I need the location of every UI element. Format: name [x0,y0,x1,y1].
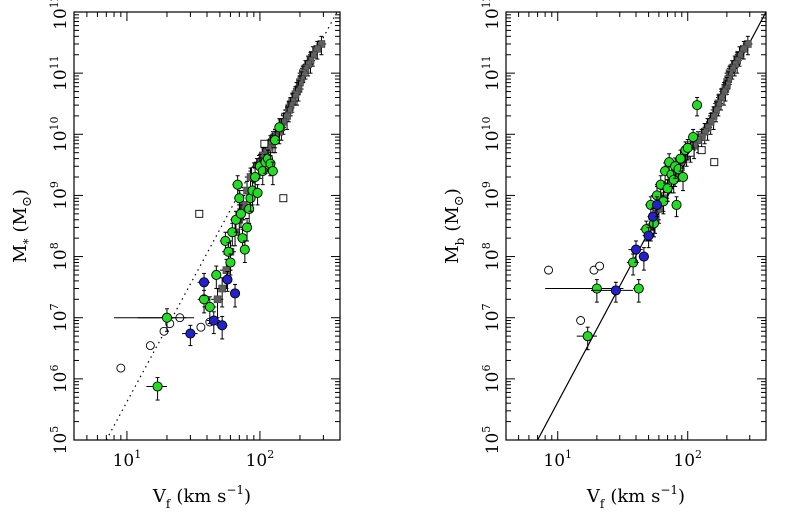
data-point-open-circle [576,316,586,325]
data-point-green [211,269,222,281]
y-tick-label: 108 [480,242,503,271]
data-point-green [232,179,243,190]
y-tick-label: 106 [48,365,71,394]
ticks-right [505,11,767,441]
fit-line-left [105,12,338,440]
data-point-green [239,244,250,255]
y-tick-label: 107 [48,303,71,332]
y-tick-label: 109 [48,181,71,210]
data-point-reference [740,45,748,53]
data-point-green [692,100,703,111]
data-point-reference [218,284,226,293]
y-tick-label: 1012 [480,0,503,30]
data-point-open-circle [595,261,605,271]
data-point-open-circle [196,322,206,332]
data-point-reference [291,90,300,99]
data-point-reference [317,40,326,48]
data-point-blue [222,274,233,285]
data-point-blue [208,315,219,326]
data-point-green [235,208,247,219]
data-point-green [591,283,602,294]
data-marks-right [544,35,753,351]
data-point-green [688,132,699,143]
data-point-blue [229,288,241,299]
fit-line [105,12,338,440]
ticklabels-right: 101 102 105 106 107 108 109 1010 1011 1012 [480,0,702,471]
data-point-green [252,187,263,198]
data-point-reference [213,295,222,304]
data-point-blue [198,277,210,288]
xlabel-left: Vf (km s−1) [152,483,251,511]
data-marks-left [114,35,327,401]
data-point-blue [630,244,642,255]
data-point-green [204,301,215,312]
data-point-blue [651,199,663,210]
data-point-green [220,235,231,247]
y-tick-label: 1011 [480,55,503,91]
x-tick-label: 102 [246,448,275,471]
x-tick-label: 102 [673,448,702,471]
xlabel-right: Vf (km s−1) [586,483,685,511]
y-tick-label: 108 [48,242,71,271]
data-point-open-circle [145,341,155,351]
ylabel-right: Mb(M⊙) [442,188,467,264]
data-point-green [225,257,236,268]
data-point-reference [222,266,231,274]
data-point-green [257,166,268,177]
data-point-blue [638,251,649,262]
y-tick-label: 1010 [48,116,71,152]
data-point-open-square [195,209,204,218]
ticks-left [73,11,341,441]
data-point-open-circle [544,265,554,275]
data-point-open-square [697,146,706,155]
y-tick-label: 109 [480,181,503,210]
data-point-green [677,171,689,183]
data-point-blue [610,285,621,296]
panel-right: 101 102 105 106 107 108 109 1010 1011 1012 Vf (km … [442,0,767,511]
y-tick-label: 105 [48,426,71,455]
data-point-reference [313,45,322,53]
data-point-green [633,283,644,294]
data-point-open-square [260,139,269,148]
y-tick-label: 1011 [48,55,71,91]
y-tick-label: 1012 [48,0,71,30]
data-point-open-square [710,158,719,167]
data-point-green [582,331,593,342]
data-point-green [250,171,261,183]
data-point-green [234,193,245,204]
data-point-green [152,381,163,392]
data-point-green [682,142,693,153]
data-point-blue [643,230,654,241]
y-tick-label: 107 [480,303,503,332]
ylabel-left: M*(M⊙) [10,189,35,263]
data-point-green [223,246,234,257]
data-point-green [267,166,278,177]
data-point-green [671,199,682,210]
y-tick-label: 1010 [480,116,503,152]
data-point-green [274,122,285,133]
data-point-green [244,203,255,215]
data-point-blue [185,328,196,339]
data-point-blue [217,320,228,331]
y-tick-label: 105 [480,426,503,455]
y-tick-label: 106 [480,365,503,394]
data-point-green [668,174,679,185]
data-point-green [662,183,673,194]
data-point-open-square [279,194,288,203]
panel-left: 101 102 105 106 107 108 109 1010 1011 1012 Vf (km … [10,0,341,511]
ticklabels-left: 101 102 105 106 107 108 109 1010 1011 1012 [48,0,274,471]
data-point-green [161,312,173,323]
x-tick-label: 101 [113,448,142,471]
data-point-green [241,222,253,233]
data-point-open-circle [116,363,126,373]
data-point-reference [744,40,752,48]
x-tick-label: 101 [543,448,572,471]
